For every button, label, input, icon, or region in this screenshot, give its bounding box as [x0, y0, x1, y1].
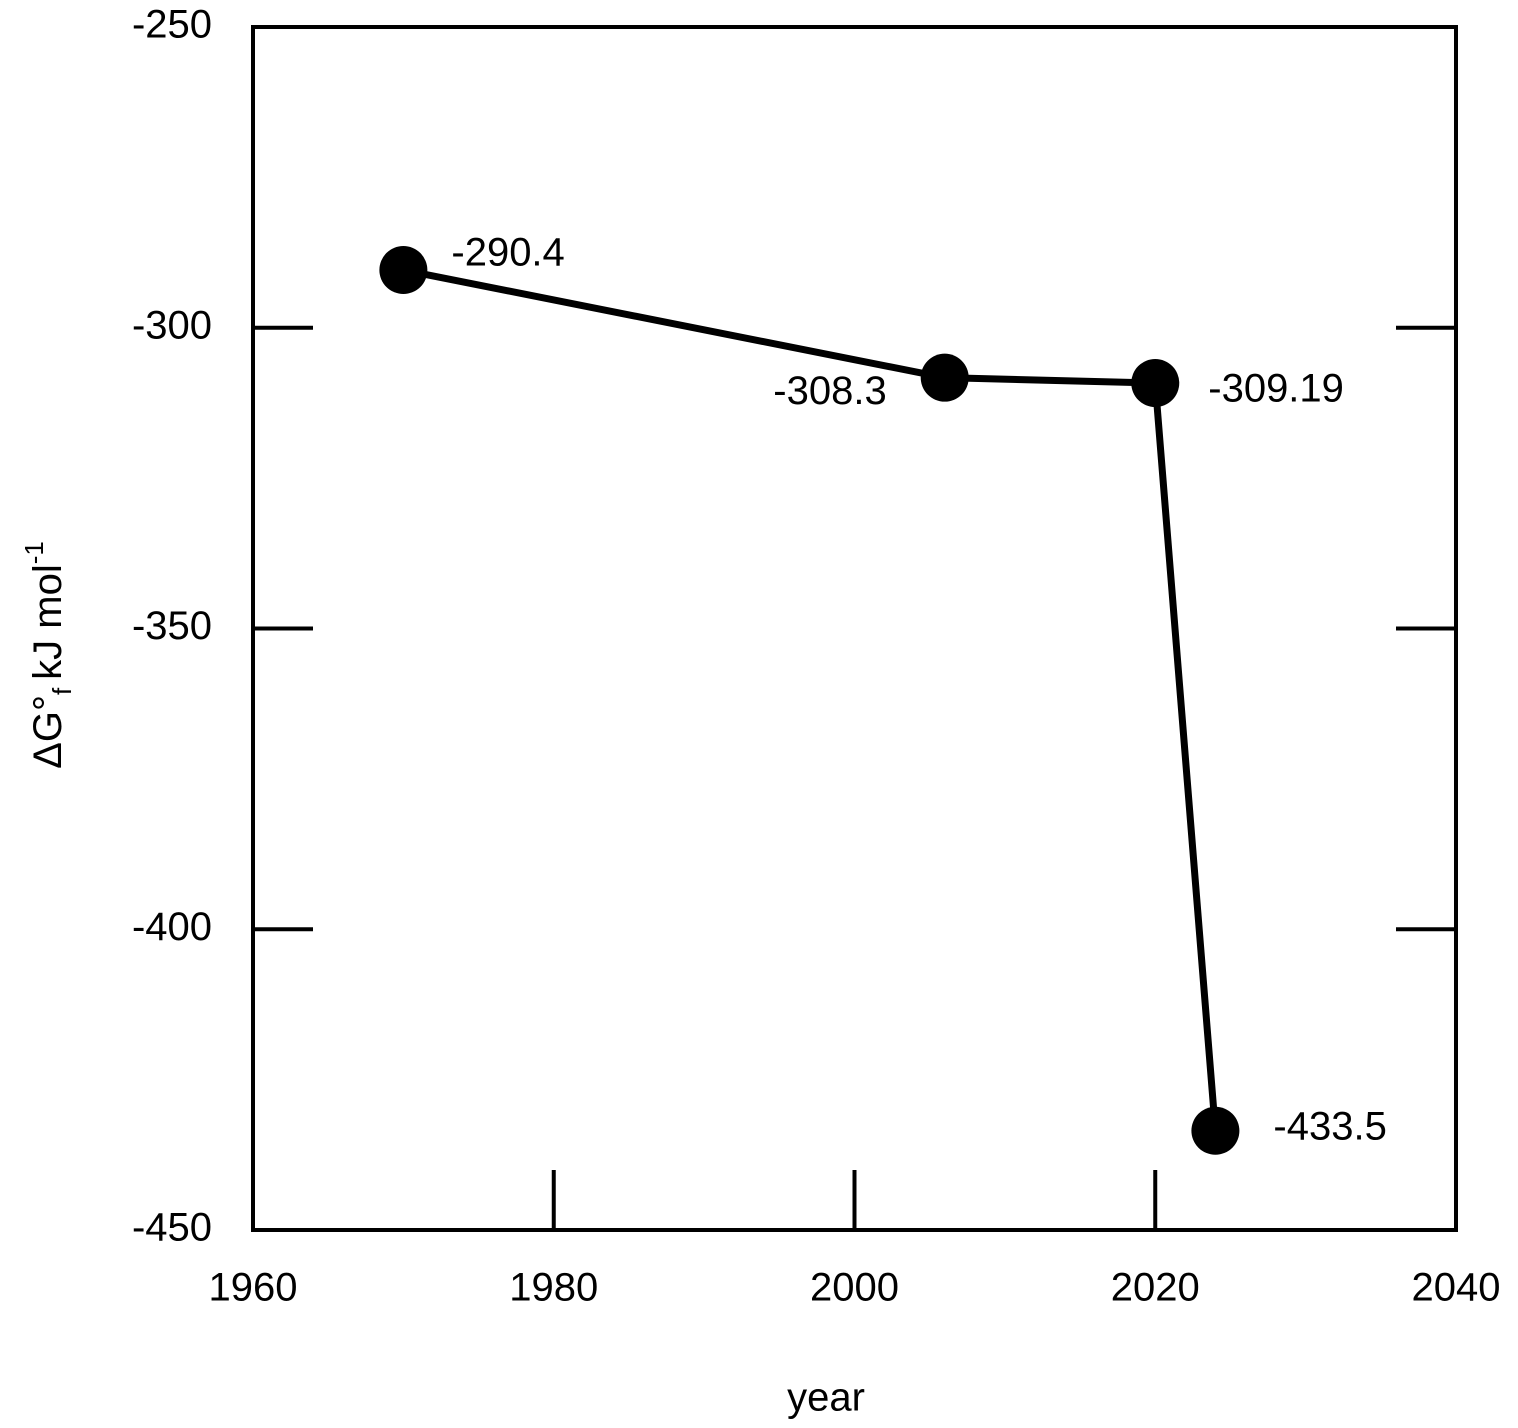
- marker: [1191, 1106, 1240, 1155]
- y-tick-label: -450: [132, 1206, 212, 1250]
- data-label: -308.3: [773, 369, 886, 413]
- plot-frame: [251, 25, 1458, 1232]
- y-axis-label: ΔG°f kJ mol-1: [19, 541, 77, 769]
- y-label-sup: -1: [19, 541, 49, 564]
- y-label-sub: f: [47, 687, 77, 695]
- x-tick-label: 1980: [509, 1266, 598, 1310]
- data-label: -309.19: [1208, 367, 1344, 411]
- y-label-delta: ΔG: [26, 711, 70, 769]
- x-tick-label: 1960: [209, 1266, 298, 1310]
- x-axis-label: year: [787, 1376, 865, 1420]
- series-line: [402, 266, 1219, 1132]
- y-tick-label: -300: [132, 303, 212, 347]
- y-tick-label: -400: [132, 905, 212, 949]
- marker: [920, 353, 969, 402]
- x-tick-label: 2000: [810, 1266, 899, 1310]
- y-tick-label: -350: [132, 604, 212, 648]
- x-tick-label: 2040: [1412, 1266, 1501, 1310]
- y-label-degree: °: [26, 695, 70, 711]
- data-label: -433.5: [1273, 1104, 1386, 1148]
- marker: [1131, 359, 1180, 408]
- data-label: -290.4: [451, 231, 564, 275]
- marker: [379, 246, 428, 295]
- y-label-unit: kJ mol: [26, 564, 70, 680]
- y-tick-label: -250: [132, 3, 212, 47]
- x-tick-label: 2020: [1111, 1266, 1200, 1310]
